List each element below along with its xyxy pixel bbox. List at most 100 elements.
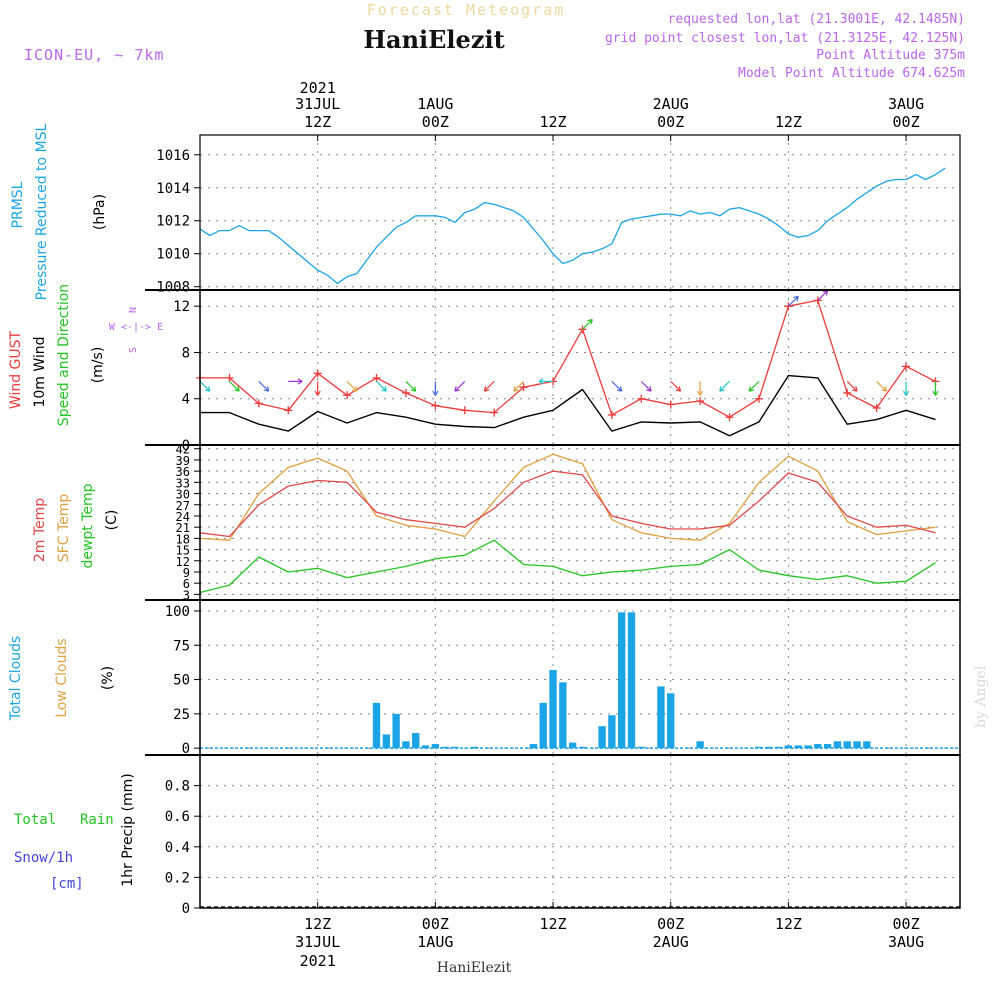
wind-arrow-head-18: [719, 386, 725, 392]
wind-arrow-shaft-15: [640, 380, 652, 392]
y-tick-label-2-8: 27: [176, 499, 190, 513]
dewpoint-line: [199, 539, 936, 594]
wind-arrow-shaft-10: [483, 380, 495, 392]
y-tick-label-1-1: 4: [182, 392, 190, 408]
wind-arrow-head-15: [646, 386, 652, 392]
pressure-label-msl: Pressure Reduced to MSL: [34, 123, 50, 300]
wind-arrow-shaft-11: [513, 380, 525, 392]
precip-unit: 1hr Precip (mm): [120, 773, 136, 886]
wind-label-gust: Wind GUST: [8, 330, 24, 409]
bottom-tick-year-0: 2021: [300, 952, 336, 970]
bottom-tick-hour-5: 00Z: [893, 915, 920, 933]
gust-marker-10: [490, 408, 499, 417]
bottom-tick-hour-3: 00Z: [657, 915, 684, 933]
gust-marker-11: [519, 383, 528, 392]
cloud-bar-11: [539, 702, 547, 749]
wind-arrow-head-24: [902, 390, 910, 396]
cloud-bar-35: [863, 741, 871, 749]
compass-n: N: [128, 307, 139, 313]
cloud-bar-22: [667, 693, 675, 749]
cloud-bar-23: [696, 741, 704, 749]
gust-marker-3: [284, 406, 293, 415]
top-tick-date-1: 1AUG: [417, 95, 453, 113]
wind-label-10m: 10m Wind: [32, 336, 48, 407]
y-tick-label-2-12: 39: [176, 454, 190, 468]
y-tick-label-0-4: 1016: [156, 148, 190, 164]
gust-marker-8: [431, 401, 440, 410]
wind-arrow-head-6: [381, 386, 387, 392]
top-tick-hour-2: 12Z: [539, 113, 566, 131]
wind-arrow-head-0: [204, 386, 211, 392]
cloud-bar-10: [529, 744, 538, 749]
pressure-unit: (hPa): [92, 194, 108, 230]
wind-arrow-shaft-23: [876, 380, 887, 392]
cloud-bar-0: [372, 702, 381, 749]
y-tick-label-3-2: 50: [173, 673, 190, 689]
wind-arrow-head-16: [675, 386, 682, 392]
y-tick-label-0-1: 1010: [156, 247, 190, 263]
gust-marker-9: [460, 406, 469, 415]
cloud-bar-19: [627, 612, 636, 749]
panel-frame-2: [199, 444, 961, 601]
top-tick-hour-5: 00Z: [893, 113, 920, 131]
y-tick-label-0-3: 1014: [156, 181, 190, 197]
cloud-bar-13: [559, 682, 567, 749]
wind-arrow-shaft-1: [228, 380, 240, 392]
wind-arrow-head-17: [697, 390, 704, 396]
pressure-line: [199, 167, 946, 285]
top-tick-hour-4: 12Z: [775, 113, 802, 131]
precip-label-total: Total: [14, 812, 56, 828]
cloud-bar-27: [784, 745, 793, 749]
y-tick-label-1-0: 0: [182, 438, 190, 454]
wind-arrow-head-13: [587, 318, 593, 325]
wind-arrow-head-20: [793, 295, 799, 302]
y-tick-label-2-2: 9: [183, 566, 190, 580]
y-tick-label-4-1: 0.2: [165, 870, 190, 886]
wind-arrow-head-23: [881, 386, 888, 392]
wind-arrow-head-5: [351, 386, 358, 392]
compass-s: S: [128, 347, 139, 353]
grid-layer: [200, 135, 960, 909]
wind-arrow-shaft-7: [405, 380, 417, 392]
footer-station: HaniElezit: [437, 960, 512, 976]
sfc-temp-line: [199, 453, 936, 541]
y-tick-label-2-1: 6: [183, 577, 190, 591]
data-layer: [196, 167, 960, 908]
frames-layer: [145, 134, 961, 909]
y-tick-label-0-0: 1008: [156, 280, 190, 296]
cloud-bar-24: [755, 746, 763, 749]
cloud-bar-12: [549, 669, 557, 749]
temp-label-sfc: SFC Temp: [56, 494, 72, 563]
bottom-tick-date-0: 31JUL: [295, 933, 340, 951]
gust-marker-2: [254, 399, 263, 408]
wind-arrow-head-4: [314, 390, 321, 396]
clouds-label-total: Total Clouds: [8, 636, 24, 721]
cloud-bar-25: [765, 746, 773, 749]
wind-arrow-shaft-18: [719, 380, 730, 392]
wind-arrow-head-3: [297, 378, 303, 385]
gust-marker-23: [872, 403, 881, 412]
gust-marker-4: [313, 369, 322, 378]
panel-frame-3: [199, 599, 961, 756]
chart-title: Forecast Meteogram: [367, 1, 566, 19]
cloud-bar-21: [657, 686, 665, 749]
cloud-bar-32: [833, 741, 842, 749]
clouds-label-low: Low Clouds: [54, 638, 70, 717]
cloud-bar-8: [451, 746, 459, 749]
cloud-bar-26: [774, 746, 783, 749]
wind-arrow-head-12: [538, 378, 544, 385]
wind-arrow-shaft-9: [454, 380, 466, 392]
gust-marker-14: [607, 410, 616, 419]
wind-arrow-head-19: [748, 386, 755, 392]
cloud-bar-30: [814, 744, 822, 749]
wind-arrow-shaft-13: [582, 319, 593, 330]
bottom-tick-date-5: 3AUG: [888, 933, 924, 951]
y-tick-label-4-3: 0.6: [165, 809, 190, 825]
wind-arrow-shaft-22: [846, 380, 858, 392]
wind-arrow-head-10: [483, 386, 490, 392]
labels-layer: 1008101010121014101604812369121518212427…: [8, 79, 924, 970]
temp-2m-line: [199, 470, 936, 538]
wind-unit: (m/s): [90, 347, 106, 384]
wind-arrow-head-2: [263, 386, 270, 392]
